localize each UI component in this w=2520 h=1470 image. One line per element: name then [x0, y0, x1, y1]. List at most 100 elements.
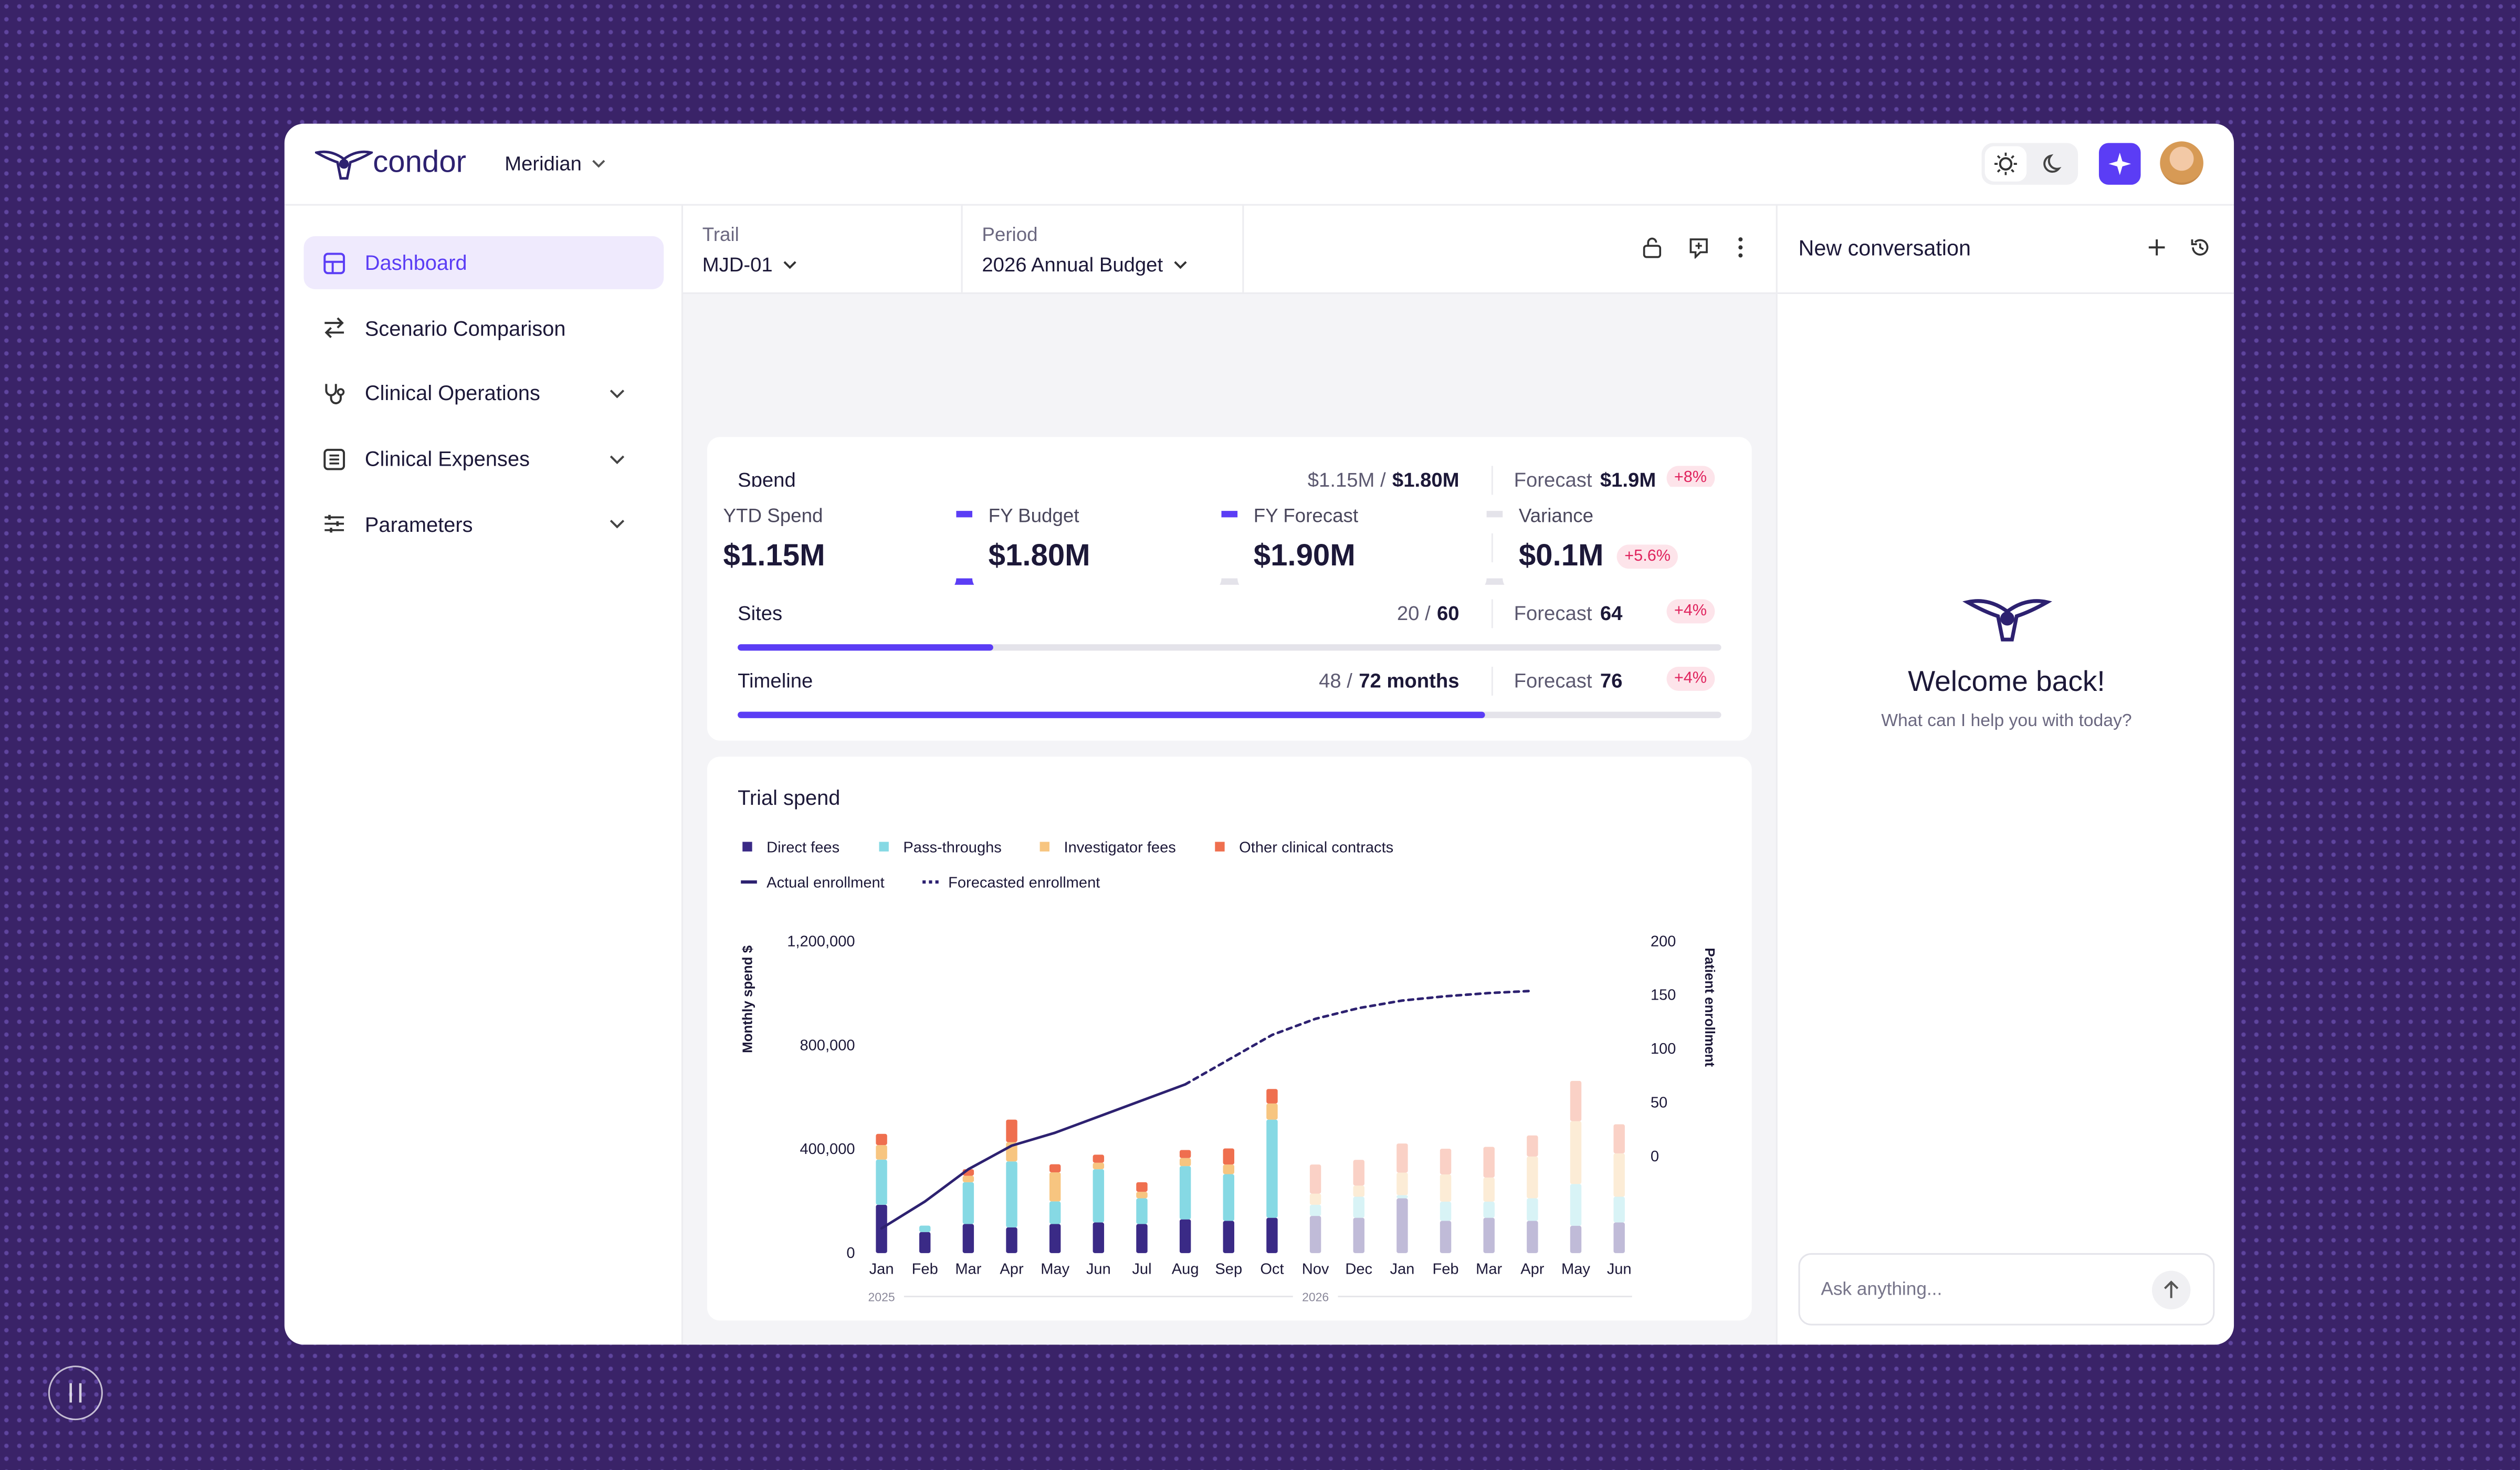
- nav-item[interactable]: Clinical Expenses: [304, 432, 664, 485]
- bar-segment: [1440, 1201, 1452, 1221]
- input-placeholder: Ask anything...: [1821, 1280, 1942, 1300]
- expand-chevron[interactable]: [609, 454, 625, 464]
- kpi-number: $1.15M: [723, 540, 825, 574]
- chat-header: New conversation: [1777, 204, 2234, 294]
- trail-value: MJD-01: [702, 254, 773, 277]
- bar-segment: [1093, 1162, 1105, 1170]
- logo-icon: [314, 150, 373, 180]
- bar-segment: [1006, 1227, 1017, 1253]
- light-option[interactable]: [1984, 146, 2027, 182]
- bar-segment: [1266, 1089, 1278, 1104]
- y2-axis-title: Patient enrollment: [1702, 948, 1718, 1067]
- bar-segment: [1006, 1161, 1017, 1227]
- forecast-value: 76: [1600, 670, 1623, 693]
- x-tick-label: Mar: [1476, 1261, 1502, 1278]
- bar-segment: [1049, 1224, 1061, 1253]
- bar-segment: [1179, 1158, 1191, 1167]
- bar-segment: [1440, 1174, 1452, 1202]
- x-tick-label: Feb: [912, 1261, 938, 1278]
- more-button[interactable]: [1736, 236, 1745, 259]
- bar-segment: [1136, 1198, 1148, 1224]
- kpi-value: $0.1M +5.6%: [1519, 540, 1679, 575]
- enrollment-line: [1184, 989, 1534, 1086]
- period-label: Period: [982, 223, 1038, 246]
- lock-button[interactable]: [1641, 236, 1663, 259]
- x-tick-label: Jun: [1607, 1261, 1632, 1278]
- kpi-label: FY Forecast: [1253, 504, 1359, 527]
- progress-fill: [738, 711, 1485, 719]
- trail-selector[interactable]: MJD-01: [702, 254, 797, 276]
- ai-button[interactable]: [2098, 143, 2141, 185]
- y2-tick-label: 150: [1651, 987, 1676, 1004]
- bar-segment: [1006, 1119, 1017, 1142]
- pause-icon: [69, 1383, 82, 1403]
- chevron: [1173, 261, 1186, 269]
- bar-segment: [1527, 1135, 1538, 1157]
- expand-chevron[interactable]: [609, 388, 625, 398]
- theme-toggle[interactable]: [1981, 143, 2078, 185]
- legend-label: Forecasted enrollment: [948, 875, 1100, 891]
- bar-segment: [1309, 1216, 1321, 1253]
- y2-tick-label: 200: [1651, 933, 1676, 950]
- nav-item[interactable]: Clinical Operations: [304, 367, 664, 420]
- bar-segment: [1353, 1160, 1364, 1186]
- bar-segment: [1483, 1177, 1495, 1202]
- x-tick-label: Jul: [1132, 1261, 1151, 1278]
- row-label: Sites: [738, 603, 783, 626]
- toolbar: Trail MJD-01 Period 2026 Annual Budget: [683, 204, 1776, 294]
- total: 60: [1436, 603, 1460, 626]
- nav-item[interactable]: Scenario Comparison: [304, 301, 664, 354]
- nav-icon: [324, 515, 344, 533]
- bar-segment: [1613, 1196, 1625, 1223]
- bar-segment: [1266, 1103, 1278, 1120]
- bar-segment: [919, 1225, 931, 1232]
- bar-segment: [1136, 1224, 1148, 1253]
- new-chat-button[interactable]: [2147, 238, 2167, 257]
- kpi-label: FY Budget: [988, 504, 1079, 527]
- progress-row: Sites 20 /60 Forecast 64 +4%: [738, 600, 1721, 652]
- forecast-label: Forecast: [1514, 670, 1592, 693]
- legend-label: Actual enrollment: [766, 875, 885, 891]
- pause-button[interactable]: [48, 1366, 103, 1421]
- bar-segment: [1309, 1164, 1321, 1194]
- x-tick-label: Sep: [1215, 1261, 1242, 1278]
- bar-segment: [962, 1175, 974, 1182]
- period-selector[interactable]: 2026 Annual Budget: [982, 254, 1187, 276]
- divider: [1491, 532, 1493, 562]
- bar-segment: [1093, 1154, 1105, 1163]
- bar-segment: [1570, 1080, 1582, 1121]
- nav-item[interactable]: Parameters: [304, 498, 664, 551]
- divider: [1242, 204, 1244, 292]
- bar-segment: [1223, 1148, 1235, 1165]
- chat-input[interactable]: Ask anything...: [1798, 1253, 2215, 1326]
- nav-item[interactable]: Dashboard: [303, 236, 664, 289]
- workspace-selector[interactable]: Meridian: [505, 153, 606, 175]
- row-ratio: 20 /60: [1397, 603, 1460, 626]
- comment-button[interactable]: [1687, 236, 1710, 259]
- avatar[interactable]: [2160, 141, 2203, 185]
- moon-icon[interactable]: [2033, 146, 2075, 181]
- nav-icon: [323, 448, 345, 470]
- send-button[interactable]: [2151, 1270, 2191, 1309]
- legend-swatch: [742, 842, 752, 852]
- bar-segment: [1049, 1172, 1061, 1202]
- bar-segment: [1396, 1143, 1408, 1173]
- history-button[interactable]: [2189, 236, 2211, 259]
- bar-segment: [962, 1224, 974, 1253]
- x-tick-label: Dec: [1345, 1261, 1372, 1278]
- top-bar: condor Meridian: [284, 124, 2234, 206]
- divider: [1491, 600, 1493, 629]
- chevron: [783, 261, 796, 269]
- nav-label: Dashboard: [364, 250, 467, 275]
- x-tick-label: Feb: [1432, 1261, 1458, 1278]
- year-label: 2025: [868, 1290, 895, 1304]
- chat-panel: New conversation Welcome back! What can …: [1776, 204, 2234, 1345]
- kpi-card: YTD Spend $1.15M: [707, 487, 957, 592]
- expand-chevron[interactable]: [609, 519, 625, 529]
- legend-label: Investigator fees: [1064, 839, 1176, 856]
- bar-segment: [1179, 1150, 1191, 1158]
- progress-fill: [738, 645, 994, 652]
- bar-segment: [1527, 1198, 1538, 1221]
- y-axis-title: Monthly spend $: [740, 945, 755, 1053]
